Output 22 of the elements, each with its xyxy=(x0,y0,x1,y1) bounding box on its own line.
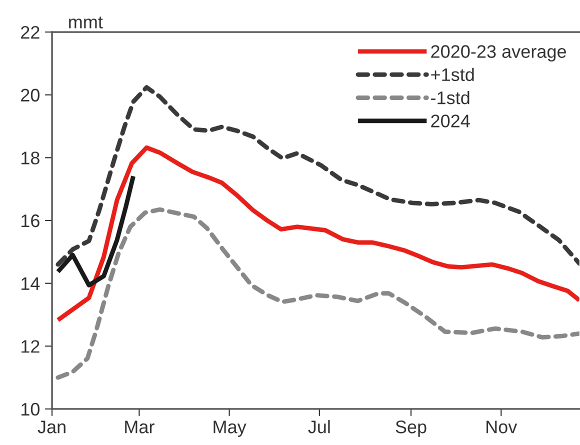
y-axis-title: mmt xyxy=(69,16,103,28)
y-tick-label: 20 xyxy=(21,88,40,102)
y-tick-label: 22 xyxy=(21,26,40,39)
x-tick-label: Jul xyxy=(308,420,330,434)
x-tick-label: Jan xyxy=(38,420,66,434)
legend-label: -1std xyxy=(431,90,470,104)
y-tick-label: 10 xyxy=(22,402,40,416)
x-tick-label: Sep xyxy=(396,420,426,437)
y-tick-label: 14 xyxy=(22,277,40,290)
line-series xyxy=(56,207,580,380)
legend-label: +1std xyxy=(431,68,474,82)
line-series xyxy=(56,145,580,322)
line-series xyxy=(56,85,580,267)
x-tick-label: Mar xyxy=(125,420,154,434)
legend-label: 2020-23 average xyxy=(431,45,566,62)
x-tick-label: May xyxy=(214,420,246,437)
legend-label: 2024 xyxy=(431,114,470,128)
y-tick-label: 18 xyxy=(22,152,40,164)
line-series xyxy=(56,174,136,288)
y-tick-label: 16 xyxy=(22,214,40,228)
x-tick-label: Nov xyxy=(486,420,518,434)
y-tick-label: 12 xyxy=(22,340,40,353)
